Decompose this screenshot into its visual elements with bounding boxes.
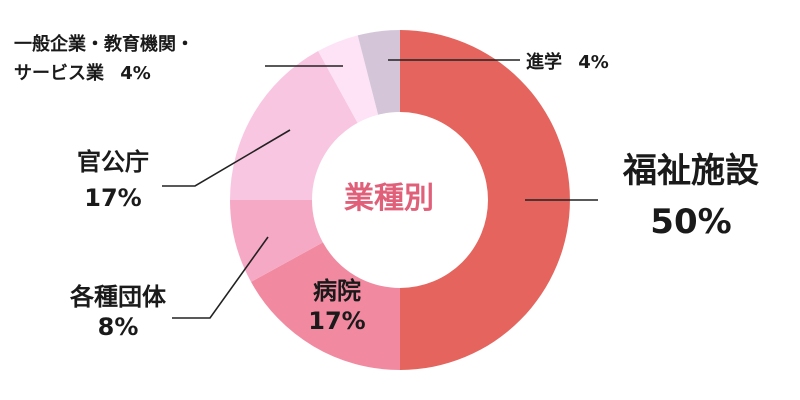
chart-center-label: 業種別 (344, 181, 434, 216)
label-groups: 各種団体 8% (38, 282, 198, 342)
label-hospital-name: 病院 (313, 277, 361, 305)
slice-hospital (251, 242, 400, 370)
label-school-name: 進学 (526, 52, 562, 73)
label-company-name-line1: 一般企業・教育機関・ (14, 34, 194, 55)
label-government: 官公庁 17% (48, 147, 178, 213)
label-company-name-line2: サービス業 (14, 62, 104, 84)
leader-lines (162, 59, 598, 319)
slice-school (357, 30, 400, 115)
label-company-value: 4% (120, 62, 151, 84)
label-school: 進学 4% (526, 52, 666, 75)
slice-welfare (400, 30, 570, 370)
leader-government (162, 129, 291, 187)
slice-company (318, 35, 379, 123)
leader-groups (172, 236, 269, 319)
label-hospital-value: 17% (308, 307, 366, 335)
label-groups-value: 8% (97, 313, 139, 341)
label-welfare: 福祉施設 50% (596, 150, 786, 243)
label-government-name: 官公庁 (77, 148, 149, 176)
label-groups-name: 各種団体 (70, 283, 166, 311)
label-company-line2: サービス業 4% (14, 63, 274, 86)
slice-government (230, 51, 358, 200)
label-welfare-name: 福祉施設 (623, 151, 759, 191)
label-hospital: 病院 17% (292, 276, 382, 336)
label-company: 一般企業・教育機関・ サービス業 4% (14, 34, 274, 85)
label-government-value: 17% (84, 184, 142, 212)
label-school-value: 4% (578, 52, 609, 73)
label-welfare-value: 50% (650, 201, 732, 242)
slice-groups (230, 200, 323, 282)
donut-slices (230, 30, 570, 370)
